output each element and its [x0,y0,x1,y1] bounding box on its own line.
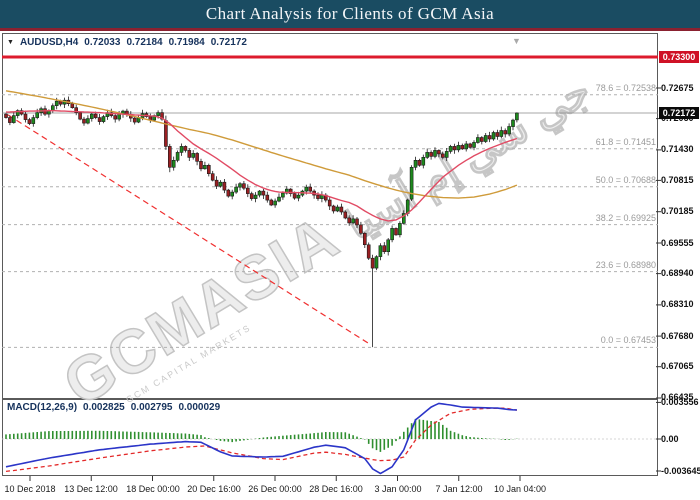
fib-level-label: 61.8 = 0.71451 [595,137,656,147]
ohlc-close: 0.72172 [210,37,247,48]
current-price-badge: 0.72172 [659,107,699,119]
title-bar-accent [0,28,700,31]
chart-header: ▼ AUDUSD,H4 0.72033 0.72184 0.71984 0.72… [7,37,247,48]
page-title: Chart Analysis for Clients of GCM Asia [205,4,495,23]
time-axis-label: 10 Jan 04:00 [493,484,547,494]
price-axis-label: 0.68310 [661,299,694,309]
ohlc-low: 0.71984 [168,37,205,48]
price-axis-label: 0.67680 [661,331,694,341]
ohlc-open: 0.72033 [84,37,121,48]
price-axis-label: 0.72675 [661,83,694,93]
price-axis-label: 0.66435 [661,392,694,402]
fib-level-label: 50.0 = 0.70688 [595,175,656,185]
time-axis-label: 20 Dec 16:00 [187,484,241,494]
macd-indicator-name: MACD(12,26,9) [7,402,78,413]
price-axis-label: 0.68940 [661,268,694,278]
macd-axis-label: 0.00 [661,434,679,444]
main-chart-panel[interactable] [2,33,658,399]
time-axis-label: 7 Jan 12:00 [435,484,483,494]
price-axis-label: 0.71430 [661,144,694,154]
time-axis-label: 3 Jan 00:00 [374,484,422,494]
macd-histogram-value: 0.000029 [178,402,221,413]
time-axis-label: 28 Dec 16:00 [309,484,363,494]
time-axis-label: 13 Dec 12:00 [64,484,118,494]
ohlc-high: 0.72184 [126,37,163,48]
price-axis-label: 0.70815 [661,175,694,185]
collapse-triangle-icon[interactable]: ▼ [7,39,14,46]
resistance-price-badge: 0.73300 [659,51,699,63]
time-axis-label: 10 Dec 2018 [4,484,56,494]
macd-signal-value: 0.002795 [130,402,173,413]
fib-level-label: 0.0 = 0.67453 [600,335,656,345]
symbol-timeframe: AUDUSD,H4 [19,37,79,48]
fib-level-label: 78.6 = 0.72538 [595,83,656,93]
time-axis-label: 26 Dec 00:00 [248,484,302,494]
macd-axis-label: -0.003645 [661,466,700,476]
chart-end-marker-icon: ▼ [512,36,521,46]
price-axis-label: 0.69555 [661,238,694,248]
price-axis-label: 0.70185 [661,206,694,216]
macd-axis-label: 0.003556 [661,397,699,407]
title-bar: Chart Analysis for Clients of GCM Asia [0,0,700,28]
macd-value: 0.002825 [83,402,125,413]
price-axis-label: 0.67065 [661,361,694,371]
fib-level-label: 23.6 = 0.68980 [595,260,656,270]
fib-level-label: 38.2 = 0.69925 [595,213,656,223]
time-axis-label: 18 Dec 00:00 [126,484,180,494]
macd-header: MACD(12,26,9) 0.002825 0.002795 0.000029 [7,402,220,413]
